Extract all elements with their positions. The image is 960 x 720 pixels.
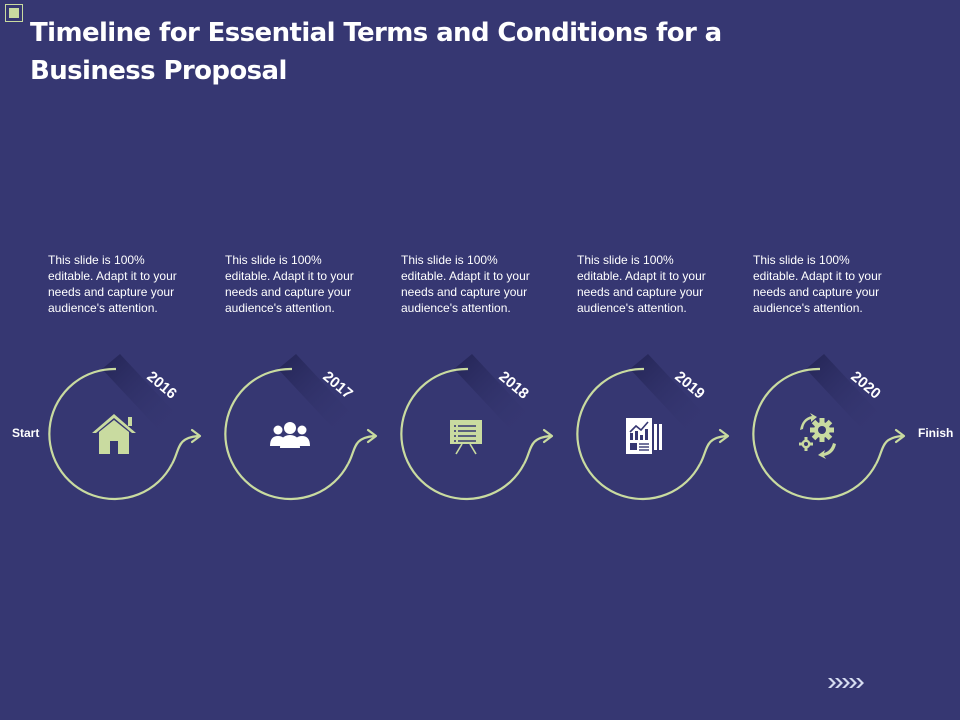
- step-description-2020: This slide is 100% editable. Adapt it to…: [753, 253, 882, 315]
- presentation-board-icon: [450, 420, 482, 455]
- team-icon: [270, 422, 310, 448]
- timeline-step-2019: 2019: [576, 352, 730, 501]
- step-description-2018: This slide is 100% editable. Adapt it to…: [401, 253, 530, 315]
- corner-decoration: [5, 4, 23, 22]
- timeline-step-2020: 2020: [752, 352, 906, 501]
- home-icon: [92, 414, 136, 454]
- page-title: Timeline for Essential Terms and Conditi…: [30, 18, 722, 86]
- step-description-2017: This slide is 100% editable. Adapt it to…: [225, 253, 354, 315]
- report-icon: [626, 418, 662, 454]
- start-label: Start: [12, 426, 40, 440]
- gears-icon: [799, 413, 836, 459]
- timeline-step-2016: 2016: [48, 352, 202, 501]
- step-description-2019: This slide is 100% editable. Adapt it to…: [577, 253, 706, 315]
- timeline-step-2017: 2017: [224, 352, 378, 501]
- next-chevrons-icon[interactable]: [828, 676, 868, 690]
- finish-label: Finish: [918, 426, 954, 440]
- step-description-2016: This slide is 100% editable. Adapt it to…: [48, 253, 177, 315]
- timeline-step-2018: 2018: [400, 352, 554, 501]
